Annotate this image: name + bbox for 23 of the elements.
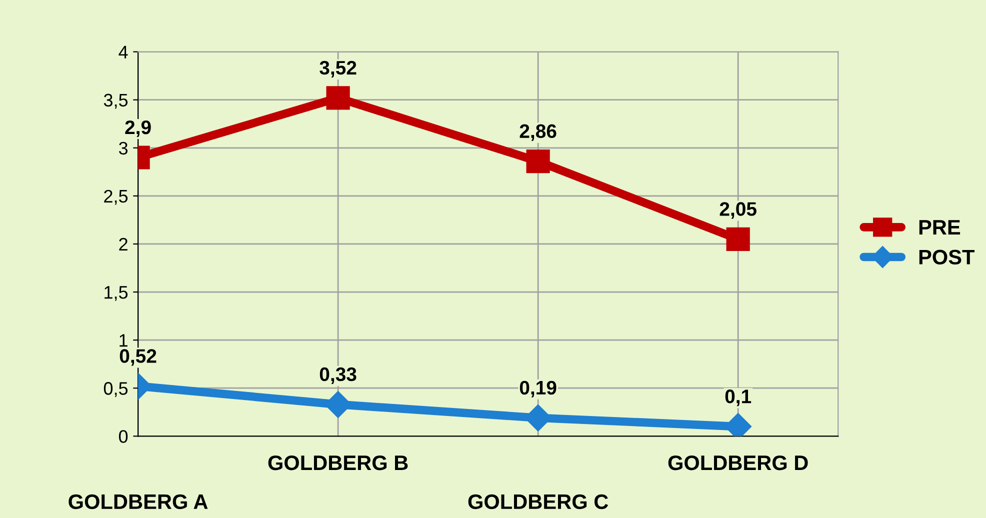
y-tick-label: 2 [119, 238, 128, 251]
legend-label: PRE [919, 220, 960, 234]
y-tick-label: 0 [118, 430, 128, 443]
data-label: 0,52 [120, 349, 156, 366]
x-tick-label: GOLDBERG D [668, 455, 808, 470]
data-label: 2,05 [720, 202, 756, 219]
y-tick-label: 2,5 [104, 190, 128, 205]
data-label: 3,52 [320, 60, 356, 78]
legend-label: POST [919, 250, 975, 264]
data-label: 2,9 [125, 120, 151, 138]
x-tick-label: GOLDBERG A [68, 494, 208, 510]
y-tick-label: 4 [118, 46, 128, 58]
data-label: 0,1 [725, 389, 752, 406]
data-label: 0,19 [520, 380, 556, 398]
y-tick-label: 3 [118, 142, 128, 155]
data-label: 0,33 [320, 367, 356, 384]
y-tick-label: 1,5 [104, 286, 128, 301]
y-tick-label: 0,5 [104, 382, 128, 397]
data-label: 2,86 [520, 124, 556, 141]
x-tick-label: GOLDBERG B [268, 455, 408, 470]
y-tick-label: 1 [120, 334, 128, 347]
x-tick-label: GOLDBERG C [468, 494, 608, 510]
y-tick-label: 3,5 [104, 94, 128, 109]
